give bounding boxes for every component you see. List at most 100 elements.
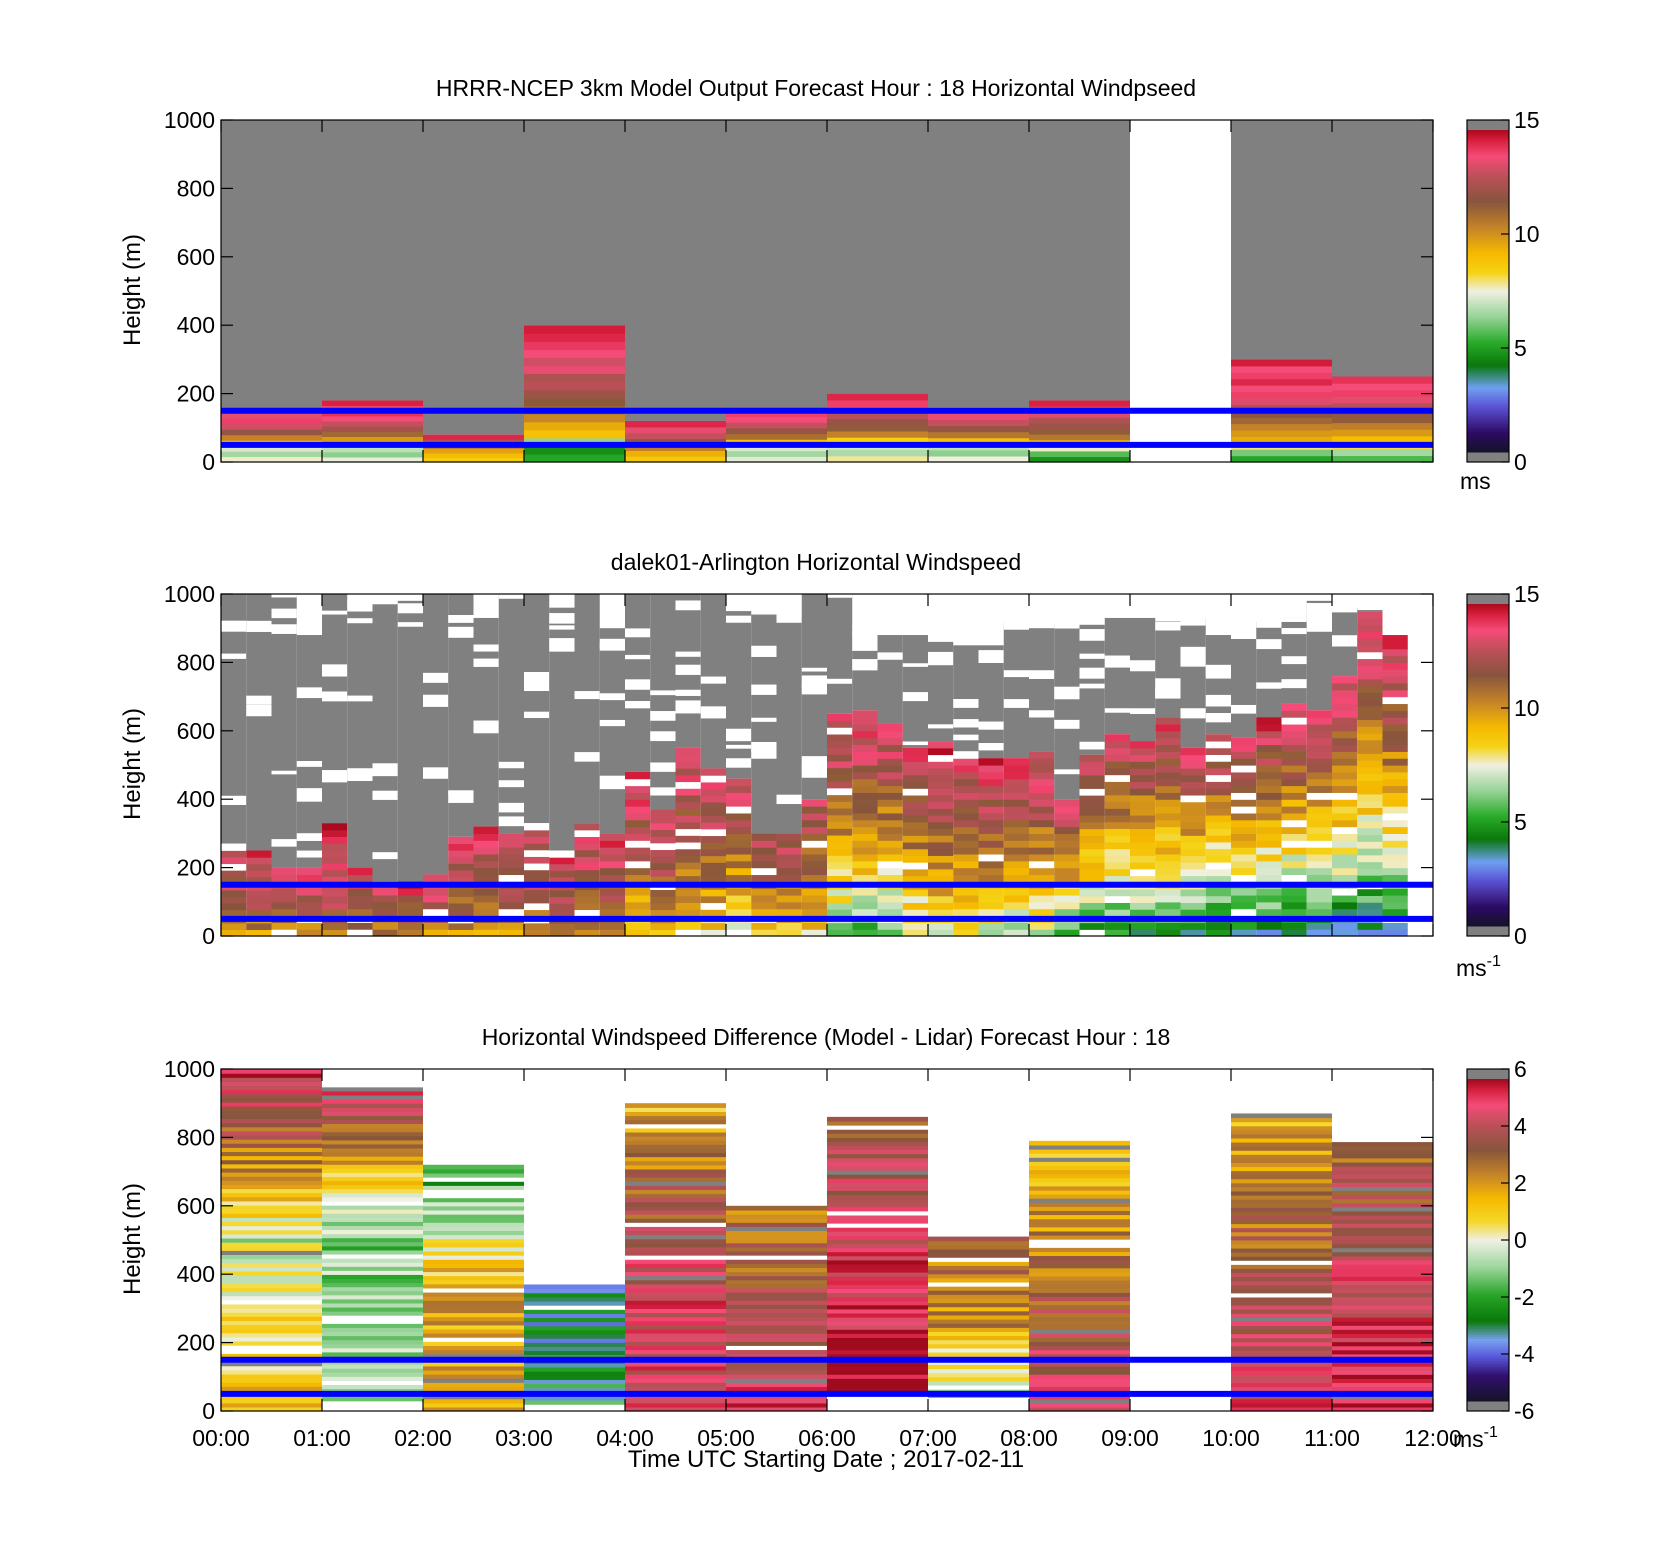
colorbar-segment <box>1467 658 1509 661</box>
difference-cell <box>221 1270 322 1276</box>
difference-cell <box>928 1273 1029 1279</box>
colorbar-frame <box>1466 119 1510 463</box>
difference-cell <box>1231 1199 1332 1204</box>
difference-cell <box>221 1237 322 1243</box>
lidar-missing-gap <box>953 734 979 741</box>
lidar-cell <box>1281 765 1307 773</box>
lidar-cell <box>1357 746 1383 754</box>
colorbar-segment <box>1467 1147 1509 1150</box>
lidar-cell <box>271 874 297 882</box>
lidar-missing-gap <box>448 615 474 623</box>
lidar-cell <box>953 771 979 780</box>
lidar-cell <box>1281 853 1307 862</box>
lidar-cell <box>1029 840 1055 848</box>
panel-model-y-axis-label: Height (m) <box>119 234 146 346</box>
colorbar-segment <box>1467 1316 1509 1319</box>
model-cell <box>1029 456 1130 463</box>
lidar-cell <box>877 792 903 800</box>
difference-cell <box>928 1290 1029 1295</box>
difference-cell <box>1332 1406 1433 1412</box>
lidar-cell <box>726 901 752 910</box>
colorbar-segment <box>1467 307 1509 310</box>
difference-cell <box>423 1300 524 1305</box>
colorbar-segment <box>1467 371 1509 375</box>
difference-cell <box>322 1266 423 1271</box>
lidar-cell <box>1003 785 1029 793</box>
colorbar-segment <box>1467 758 1509 762</box>
colorbar-segment <box>1467 690 1509 694</box>
difference-cell <box>1332 1308 1433 1314</box>
colorbar-segment <box>1467 335 1509 338</box>
lidar-cell <box>1332 867 1358 876</box>
lidar-cell <box>776 888 802 896</box>
difference-cell <box>827 1223 928 1228</box>
lidar-cell <box>1155 806 1181 814</box>
difference-cell <box>625 1369 726 1375</box>
lidar-cell <box>1281 847 1307 855</box>
model-gray-column <box>322 120 423 401</box>
difference-cell <box>423 1287 524 1293</box>
lidar-cell <box>700 795 726 803</box>
colorbar-segment <box>1467 606 1509 609</box>
colorbar-segment <box>1467 405 1509 409</box>
difference-cell <box>1332 1312 1433 1318</box>
difference-cell <box>1332 1157 1433 1163</box>
lidar-missing-gap <box>296 850 322 858</box>
colorbar-segment <box>1467 299 1509 302</box>
colorbar-segment <box>1467 399 1509 403</box>
lidar-cell <box>1357 699 1383 707</box>
lidar-cell <box>902 821 928 830</box>
x-tick-label: 02:00 <box>394 1425 452 1451</box>
lidar-cell <box>1180 774 1206 783</box>
colorbar-tick-label: -4 <box>1514 1341 1535 1367</box>
lidar-cell <box>1155 758 1181 766</box>
panel-difference-colorbar-unit-base: ms <box>1453 1426 1484 1452</box>
lidar-cell <box>852 730 878 739</box>
lidar-cell <box>801 894 827 903</box>
difference-cell <box>423 1296 524 1301</box>
lidar-cell <box>296 888 322 896</box>
lidar-missing-cell <box>347 929 373 937</box>
difference-cell <box>827 1353 928 1359</box>
lidar-missing-gap <box>1130 660 1156 667</box>
lidar-cell <box>1306 717 1332 725</box>
difference-cell <box>423 1345 524 1351</box>
model-cell <box>423 434 524 440</box>
difference-cell <box>625 1328 726 1334</box>
model-cell <box>1029 450 1130 458</box>
colorbar-segment <box>1467 1244 1509 1247</box>
difference-cell <box>1231 1186 1332 1192</box>
lidar-cell <box>827 848 853 856</box>
lidar-missing-gap <box>372 852 398 860</box>
difference-cell <box>322 1213 423 1218</box>
lidar-cell <box>675 922 701 930</box>
difference-cell <box>625 1361 726 1367</box>
x-tick-label: 12:00 <box>1404 1425 1462 1451</box>
difference-cell <box>1231 1345 1332 1351</box>
lidar-cell <box>296 929 322 937</box>
lidar-cell <box>1306 758 1332 766</box>
difference-cell <box>1029 1267 1130 1273</box>
colorbar-segment <box>1467 321 1509 324</box>
colorbar-segment <box>1467 341 1509 344</box>
colorbar-segment <box>1467 148 1509 151</box>
lidar-cell <box>1357 820 1383 829</box>
lidar-cell <box>1104 909 1130 917</box>
difference-cell <box>928 1339 1029 1345</box>
difference-cell <box>827 1125 928 1130</box>
difference-cell <box>726 1316 827 1322</box>
difference-cell <box>1231 1247 1332 1253</box>
difference-cell <box>322 1323 423 1328</box>
lidar-cell <box>877 751 903 759</box>
colorbar-segment <box>1467 835 1509 838</box>
lidar-cell <box>1332 908 1358 917</box>
difference-cell <box>423 1197 524 1203</box>
difference-cell <box>1029 1402 1130 1408</box>
lidar-missing-gap <box>675 664 701 675</box>
colorbar-segment <box>1467 150 1509 153</box>
lidar-cell <box>1155 908 1181 917</box>
lidar-cell <box>726 785 752 793</box>
lidar-cell <box>827 821 853 829</box>
lidar-missing-gap <box>1357 601 1383 611</box>
lidar-cell <box>1029 792 1055 800</box>
